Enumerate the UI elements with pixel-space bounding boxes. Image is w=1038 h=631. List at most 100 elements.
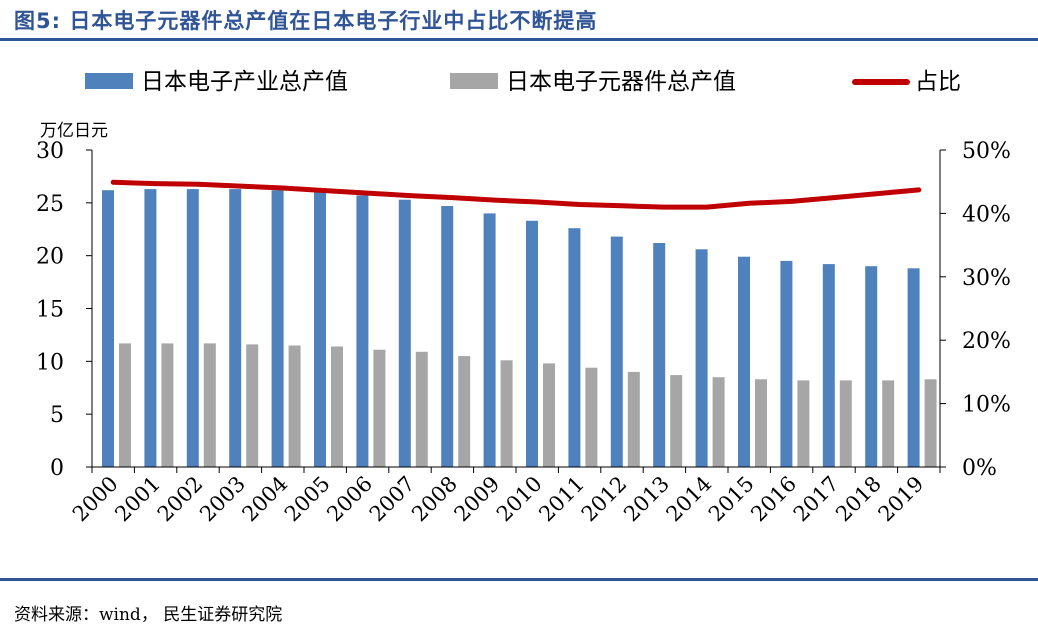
chart: 日本电子产业总产值 日本电子元器件总产值 占比 万亿日元 0 5 10 15 20 25 30 0…: [36, 69, 1011, 527]
bar-components-2010: [543, 363, 555, 467]
bar-components-2008: [458, 356, 471, 467]
bar-total-2008: [441, 206, 454, 467]
bar-total-2019: [907, 268, 920, 467]
bar-total-2005: [314, 191, 326, 467]
bar-total-2017: [822, 264, 835, 467]
bar-components-2000: [119, 343, 131, 467]
x-tick-label-2000: 2000: [68, 472, 123, 527]
ratio-point-2002: [196, 182, 200, 186]
bar-components-2006: [373, 349, 386, 467]
x-tick-label-2002: 2002: [153, 472, 208, 527]
ratio-point-2008: [450, 196, 454, 200]
bar-total-2014: [695, 249, 708, 467]
ratio-point-2005: [323, 189, 327, 193]
x-tick-label-2008: 2008: [407, 472, 462, 527]
legend-label-1: 日本电子元器件总产值: [506, 69, 736, 95]
legend-swatch-1: [450, 73, 498, 89]
bar-total-2000: [102, 190, 114, 467]
y-left-tick-label: 30: [36, 139, 64, 164]
x-tick-label-2005: 2005: [280, 472, 335, 527]
bar-total-2002: [186, 189, 199, 467]
ratio-point-2015: [747, 201, 751, 205]
bar-components-2001: [161, 343, 174, 467]
x-tick-label-2003: 2003: [195, 472, 250, 527]
ratio-point-2001: [154, 182, 158, 186]
legend-swatch-0: [85, 73, 133, 89]
bar-components-2019: [924, 379, 937, 467]
bar-components-2017: [839, 380, 852, 467]
x-tick-label-2011: 2011: [534, 472, 589, 527]
x-tick-label-2006: 2006: [322, 472, 377, 527]
bar-total-2006: [356, 195, 369, 467]
ratio-point-2013: [662, 205, 666, 209]
bar-components-2005: [331, 346, 343, 467]
ratio-point-2014: [705, 205, 709, 209]
ratio-point-2011: [578, 203, 582, 206]
legend: 日本电子产业总产值 日本电子元器件总产值 占比: [85, 69, 961, 95]
x-tick-label-2010: 2010: [492, 472, 547, 527]
x-tick-label-2001: 2001: [110, 472, 165, 527]
y-left-tick-label: 25: [36, 192, 64, 217]
x-tick-label-2015: 2015: [704, 472, 759, 527]
bar-total-2007: [398, 199, 411, 467]
x-tick-label-2018: 2018: [831, 472, 886, 527]
x-tick-label-2004: 2004: [238, 472, 293, 527]
bar-components-2018: [882, 380, 895, 467]
figure-title: 图5: 日本电子元器件总产值在日本电子行业中占比不断提高: [14, 9, 598, 33]
ratio-line: [110, 179, 922, 210]
bottom-rule: [0, 578, 1038, 581]
y-axis-unit-label: 万亿日元: [40, 121, 108, 141]
bar-components-2011: [585, 367, 598, 467]
y-right-tick-label: 10%: [962, 393, 1011, 418]
ratio-point-2003: [238, 184, 242, 188]
source-note: 资料来源：wind， 民生证券研究院: [14, 605, 283, 625]
y-right-tick-label: 30%: [962, 266, 1011, 291]
y-right-tick-label: 0%: [962, 456, 997, 481]
x-tick-label-2019: 2019: [874, 472, 929, 527]
x-tick-label-2014: 2014: [662, 472, 717, 527]
y-left-tick-label: 15: [36, 298, 64, 323]
ratio-point-2009: [493, 198, 497, 202]
bar-components-2009: [500, 360, 513, 467]
y-left-tick-label: 20: [36, 245, 64, 270]
bar-total-2018: [865, 266, 878, 467]
ratio-point-2007: [408, 194, 412, 198]
ratio-point-2000: [111, 180, 115, 184]
y-right-tick-label: 20%: [962, 329, 1011, 354]
x-tick-label-2017: 2017: [789, 472, 844, 527]
bar-total-2015: [738, 256, 750, 467]
bar-components-2016: [797, 380, 810, 467]
top-rule: [0, 38, 1038, 41]
bar-components-2003: [246, 344, 259, 467]
ratio-point-2004: [281, 186, 285, 190]
ratio-point-2018: [874, 192, 878, 196]
y-right-tick-label: 40%: [962, 202, 1011, 227]
bar-total-2009: [483, 213, 496, 467]
ratio-point-2019: [917, 188, 921, 192]
bar-total-2010: [526, 220, 538, 467]
x-tick-label-2009: 2009: [450, 472, 505, 527]
bar-total-2001: [144, 189, 157, 467]
bar-components-2014: [712, 377, 725, 467]
bar-components-2013: [670, 375, 683, 467]
bar-total-2013: [653, 243, 666, 467]
bar-total-2011: [568, 228, 581, 467]
y-left-tick-label: 10: [36, 350, 64, 375]
bar-total-2016: [780, 260, 793, 467]
ratio-point-2010: [535, 200, 539, 204]
ratio-point-2006: [366, 191, 370, 195]
bar-components-2015: [755, 379, 767, 467]
bar-components-2004: [288, 345, 301, 467]
ratio-point-2012: [620, 204, 624, 208]
x-tick-label-2016: 2016: [746, 472, 801, 527]
y-left-tick-label: 5: [50, 403, 64, 428]
ratio-point-2017: [832, 196, 836, 200]
ratio-line-layer: [110, 179, 922, 210]
bar-total-2003: [229, 189, 242, 467]
legend-label-2: 占比: [915, 69, 961, 95]
y-left-tick-label: 0: [50, 456, 64, 481]
bar-components-2002: [203, 343, 216, 467]
bar-total-2004: [271, 190, 284, 467]
bar-total-2012: [610, 236, 623, 467]
x-tick-label-2012: 2012: [577, 472, 632, 527]
